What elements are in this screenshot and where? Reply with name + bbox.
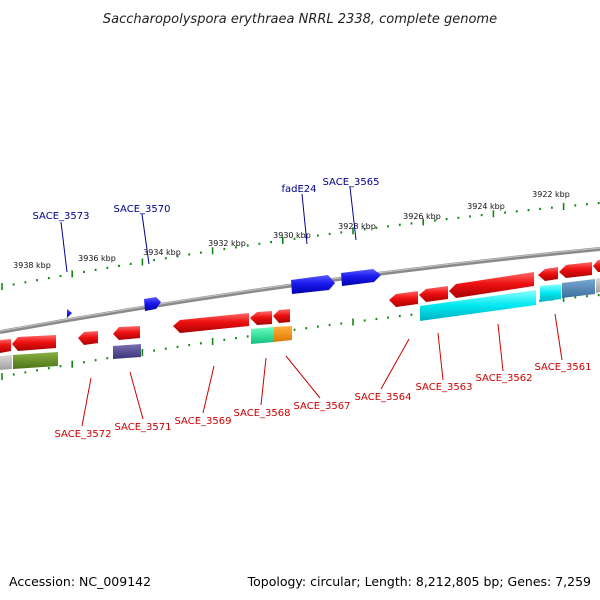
reverse-gene-labels: SACE_3572 SACE_3571 SACE_3569 SACE_3568 … [55,362,592,440]
forward-strand-genes [67,269,381,318]
gene-sace-3564[interactable] [389,291,418,307]
reverse-strand-genes [0,260,600,353]
scale-labels: 3938 kbp 3936 kbp 3934 kbp 3932 kbp 3930… [13,190,570,270]
genome-summary-text: Topology: circular; Length: 8,212,805 bp… [247,574,591,589]
gene-sace-3563[interactable] [449,272,534,298]
gene-partial-left-2[interactable] [12,335,56,351]
scale-label: 3922 kbp [532,190,570,199]
callout-sace-3570 [141,213,150,265]
outer-scale-ring [1,202,600,291]
gene-sace-3561[interactable] [559,262,592,278]
callout-sace-3564 [380,338,410,390]
gene-label-sace-3567[interactable]: SACE_3567 [294,401,351,412]
gene-partial-left[interactable] [0,339,11,353]
scale-label: 3934 kbp [143,248,181,257]
scale-label: 3932 kbp [208,239,246,248]
gene-label-sace-3561[interactable]: SACE_3561 [535,362,592,373]
callout-sace-3567 [285,355,321,399]
feature-box-green[interactable] [251,327,274,344]
gene-label-sace-3573[interactable]: SACE_3573 [33,211,90,222]
callout-sace-3561 [554,313,563,361]
gene-partial-right[interactable] [593,260,600,272]
scale-label: 3924 kbp [467,202,505,211]
gene-label-sace-3564[interactable]: SACE_3564 [355,392,412,403]
feature-box-olive[interactable] [13,352,58,369]
callout-sace-3573 [60,221,68,273]
callout-sace-3568 [260,357,267,406]
feature-box-orange[interactable] [274,326,292,342]
gene-sace-3564b[interactable] [419,286,448,302]
feature-box-purple[interactable] [113,344,141,359]
gene-sace-3565[interactable] [341,269,381,286]
gene-label-sace-3568[interactable]: SACE_3568 [234,408,291,419]
gene-label-sace-3570[interactable]: SACE_3570 [114,204,171,215]
gene-sace-3569[interactable] [173,313,249,333]
gene-sace-3571[interactable] [113,326,140,340]
feature-box-gray-right[interactable] [596,278,600,293]
callout-sace-3563 [437,332,444,381]
gene-sace-3572[interactable] [78,331,98,345]
gene-label-sace-3565[interactable]: SACE_3565 [323,177,380,188]
scale-label: 3936 kbp [78,254,116,263]
gene-label-sace-3562[interactable]: SACE_3562 [476,373,533,384]
callout-sace-3562 [497,323,504,372]
gene-label-sace-3571[interactable]: SACE_3571 [115,422,172,433]
scale-label: 3930 kbp [273,231,311,240]
callout-sace-3572 [81,377,92,427]
gene-sace-3573[interactable] [67,309,72,318]
gene-sace-3567[interactable] [273,309,290,323]
callout-lines [60,186,563,427]
scale-label: 3928 kbp [338,222,376,231]
gene-label-sace-3563[interactable]: SACE_3563 [416,382,473,393]
callout-sace-3565 [349,186,357,241]
gene-label-fade24[interactable]: fadE24 [281,184,316,195]
feature-box-steel[interactable] [562,279,595,298]
accession-text: Accession: NC_009142 [9,574,151,589]
gene-label-sace-3572[interactable]: SACE_3572 [55,429,112,440]
gene-sace-3570[interactable] [144,297,161,311]
callout-fade24 [301,193,308,245]
gene-label-sace-3569[interactable]: SACE_3569 [175,416,232,427]
gene-sace-3562[interactable] [538,267,558,281]
feature-box-gray[interactable] [0,355,12,370]
gene-sace-3568[interactable] [250,311,272,325]
feature-box-cyan-2[interactable] [540,284,561,302]
feature-box-cyan[interactable] [420,290,536,321]
callout-sace-3571 [129,371,144,420]
feature-boxes [0,278,600,370]
forward-gene-labels: SACE_3573 SACE_3570 fadE24 SACE_3565 [33,177,380,222]
scale-label: 3938 kbp [13,261,51,270]
scale-label: 3926 kbp [403,212,441,221]
gene-fade24[interactable] [291,275,335,294]
callout-sace-3569 [202,365,215,414]
map-title: Saccharopolyspora erythraea NRRL 2338, c… [103,12,497,27]
